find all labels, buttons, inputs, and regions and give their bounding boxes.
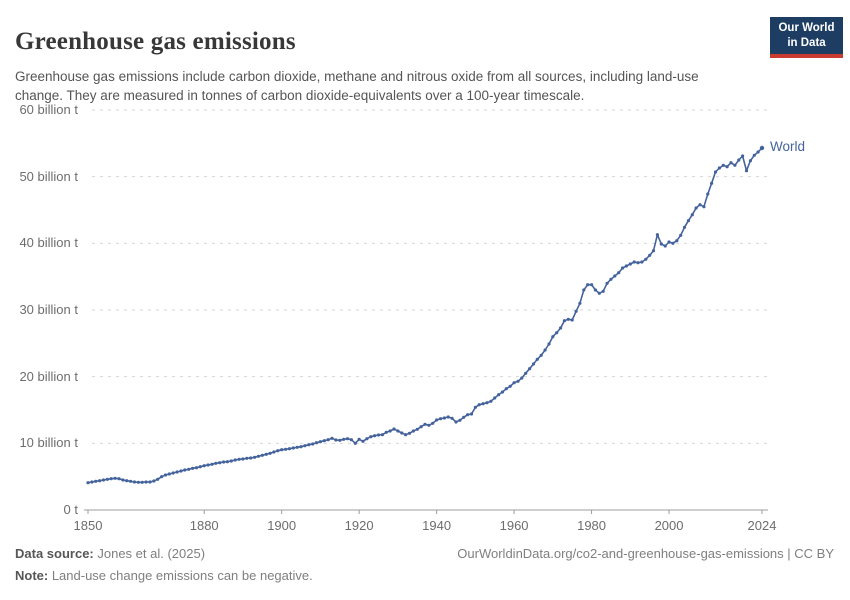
x-axis-tick-label: 1880 (189, 518, 219, 533)
owid-logo[interactable]: Our World in Data (770, 17, 843, 58)
x-axis-tick-label: 1980 (577, 518, 607, 533)
note-line: Note: Land-use change emissions can be n… (15, 568, 313, 583)
x-axis-tick-label: 1960 (499, 518, 529, 533)
x-axis-tick-label: 1850 (73, 518, 103, 533)
y-axis-tick-label: 50 billion t (19, 168, 78, 184)
data-source-line: Data source: Jones et al. (2025) (15, 546, 205, 561)
chart-subtitle: Greenhouse gas emissions include carbon … (15, 68, 699, 104)
y-axis-tick-label: 40 billion t (19, 235, 78, 251)
y-axis-tick-label: 0 t (63, 502, 78, 517)
x-axis-tick-label: 2024 (747, 518, 777, 533)
note-value: Land-use change emissions can be negativ… (48, 568, 313, 583)
note-label: Note: (15, 568, 49, 583)
x-axis-tick-label: 1940 (422, 518, 452, 533)
x-axis-tick-label: 2000 (654, 518, 684, 533)
y-axis-tick-label: 30 billion t (19, 302, 78, 317)
series-label-world[interactable]: World (770, 139, 806, 154)
license-url[interactable]: OurWorldinData.org/co2-and-greenhouse-ga… (457, 546, 834, 561)
y-axis-tick-label: 10 billion t (19, 435, 78, 451)
series-world-line[interactable] (86, 145, 765, 485)
owid-logo-line2: in Data (787, 36, 826, 49)
data-source-value: Jones et al. (2025) (93, 546, 206, 561)
x-axis-tick-label: 1900 (267, 518, 297, 533)
x-axis-tick-label: 1920 (344, 518, 374, 533)
page-title: Greenhouse gas emissions (15, 27, 296, 55)
y-axis-tick-label: 20 billion t (19, 368, 78, 384)
owid-logo-line1: Our World (778, 22, 835, 34)
data-source-label: Data source: (15, 546, 94, 561)
y-axis-tick-label: 60 billion t (19, 102, 78, 117)
